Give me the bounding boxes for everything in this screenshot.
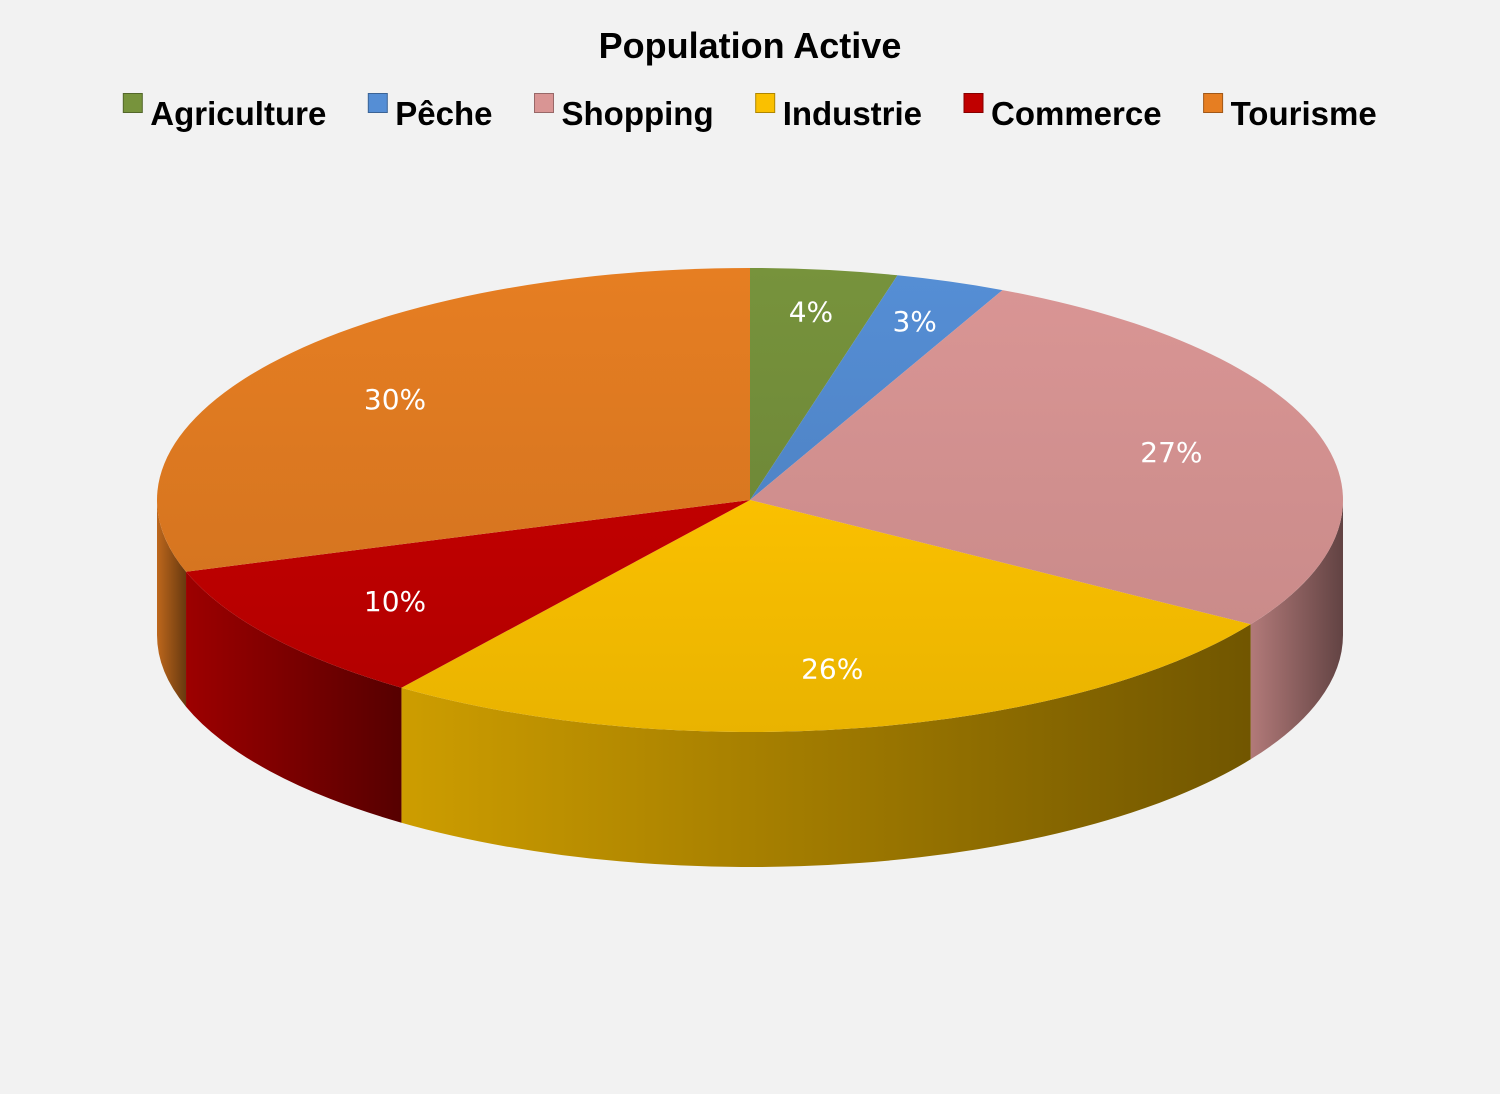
legend-swatch-industrie xyxy=(755,93,776,113)
data-label-industrie: 26% xyxy=(801,653,863,686)
data-label-commerce: 10% xyxy=(364,585,426,618)
slice-agriculture xyxy=(750,268,898,500)
legend-label-industrie: Industrie xyxy=(783,95,922,132)
side-wall-commerce xyxy=(186,571,402,823)
data-label-shopping: 27% xyxy=(1140,436,1202,469)
legend-label-shopping: Shopping xyxy=(562,95,714,132)
slice-tourisme xyxy=(156,268,751,572)
legend: Agriculture Pêche Shopping Industrie Commerc… xyxy=(122,93,1377,132)
legend-item-industrie: Industrie xyxy=(755,93,922,132)
side-wall-tourisme xyxy=(157,500,187,707)
chart-title: Population Active xyxy=(599,25,902,66)
legend-label-commerce: Commerce xyxy=(991,95,1162,132)
data-label-tourisme: 30% xyxy=(364,383,426,416)
legend-label-peche: Pêche xyxy=(395,95,492,132)
slice-shopping xyxy=(750,290,1343,625)
legend-swatch-commerce xyxy=(963,93,984,113)
pie-data-labels: 4% 3% 27% 26% 10% 30% xyxy=(364,295,1203,685)
legend-label-tourisme: Tourisme xyxy=(1231,95,1377,132)
legend-item-peche: Pêche xyxy=(367,93,493,132)
side-wall-industrie xyxy=(401,624,1251,868)
data-label-peche: 3% xyxy=(892,305,936,338)
pie-sides xyxy=(157,500,1343,868)
legend-swatch-shopping xyxy=(534,93,554,113)
side-wall-shopping xyxy=(1250,500,1343,760)
slice-peche xyxy=(750,275,1003,500)
data-label-agriculture: 4% xyxy=(789,295,833,328)
legend-swatch-tourisme xyxy=(1203,93,1224,113)
slice-industrie xyxy=(401,500,1251,732)
legend-swatch-peche xyxy=(367,93,388,113)
legend-swatch-agriculture xyxy=(122,93,143,113)
legend-item-shopping: Shopping xyxy=(534,93,714,132)
legend-item-commerce: Commerce xyxy=(963,93,1162,132)
legend-label-agriculture: Agriculture xyxy=(150,95,326,132)
legend-item-tourisme: Tourisme xyxy=(1203,93,1377,132)
pie-slices xyxy=(156,268,1343,732)
legend-item-agriculture: Agriculture xyxy=(122,93,326,132)
slice-commerce xyxy=(186,500,750,688)
